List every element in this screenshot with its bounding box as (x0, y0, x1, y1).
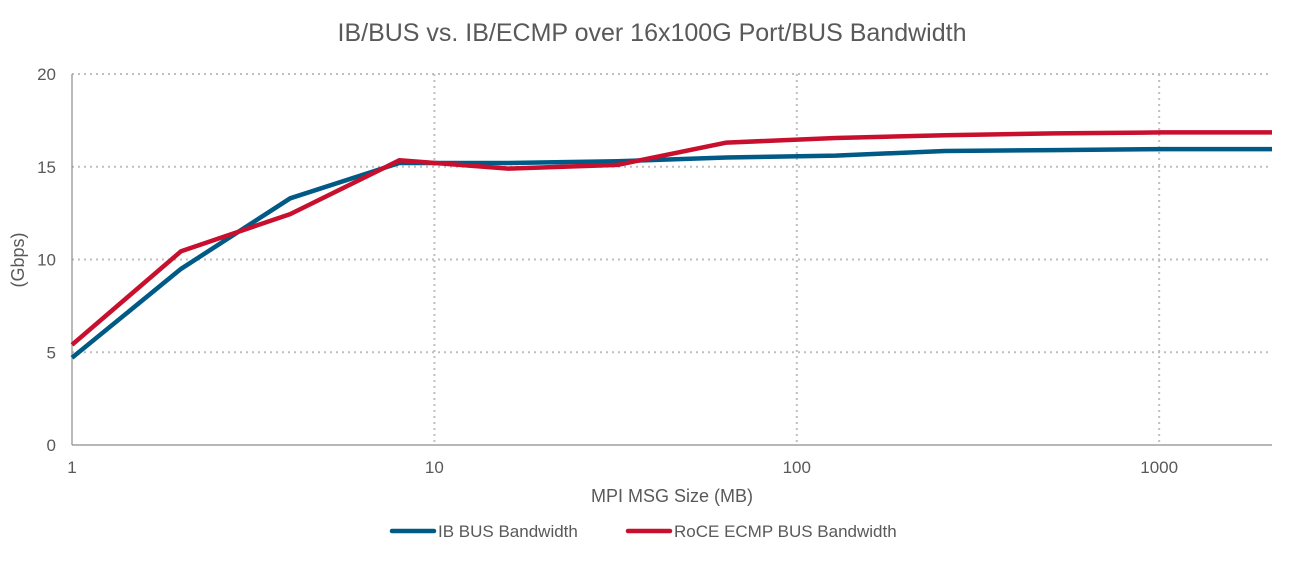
y-axis-label: (Gbps) (8, 232, 28, 287)
chart-title: IB/BUS vs. IB/ECMP over 16x100G Port/BUS… (338, 19, 967, 47)
y-tick-label: 10 (37, 251, 56, 270)
x-tick-label: 1000 (1140, 458, 1178, 477)
series-line-1 (70, 146, 1272, 360)
tick-labels: 0 5 10 15 20 1 10 100 1000 (37, 65, 1178, 477)
x-axis-label: MPI MSG Size (MB) (591, 486, 753, 506)
y-tick-label: 15 (37, 158, 56, 177)
x-tick-label: 10 (425, 458, 444, 477)
legend: IB BUS Bandwidth RoCE ECMP BUS Bandwidth (389, 522, 897, 541)
x-tick-label: 1 (67, 458, 76, 477)
y-tick-label: 20 (37, 65, 56, 84)
legend-label-1: IB BUS Bandwidth (438, 522, 578, 541)
grid-lines (72, 73, 1272, 445)
series-line-2 (70, 130, 1272, 347)
y-tick-label: 0 (47, 436, 56, 455)
x-tick-label: 100 (783, 458, 811, 477)
series-lines (70, 130, 1272, 360)
axes (71, 74, 1272, 446)
y-tick-label: 5 (47, 343, 56, 362)
legend-label-2: RoCE ECMP BUS Bandwidth (674, 522, 897, 541)
